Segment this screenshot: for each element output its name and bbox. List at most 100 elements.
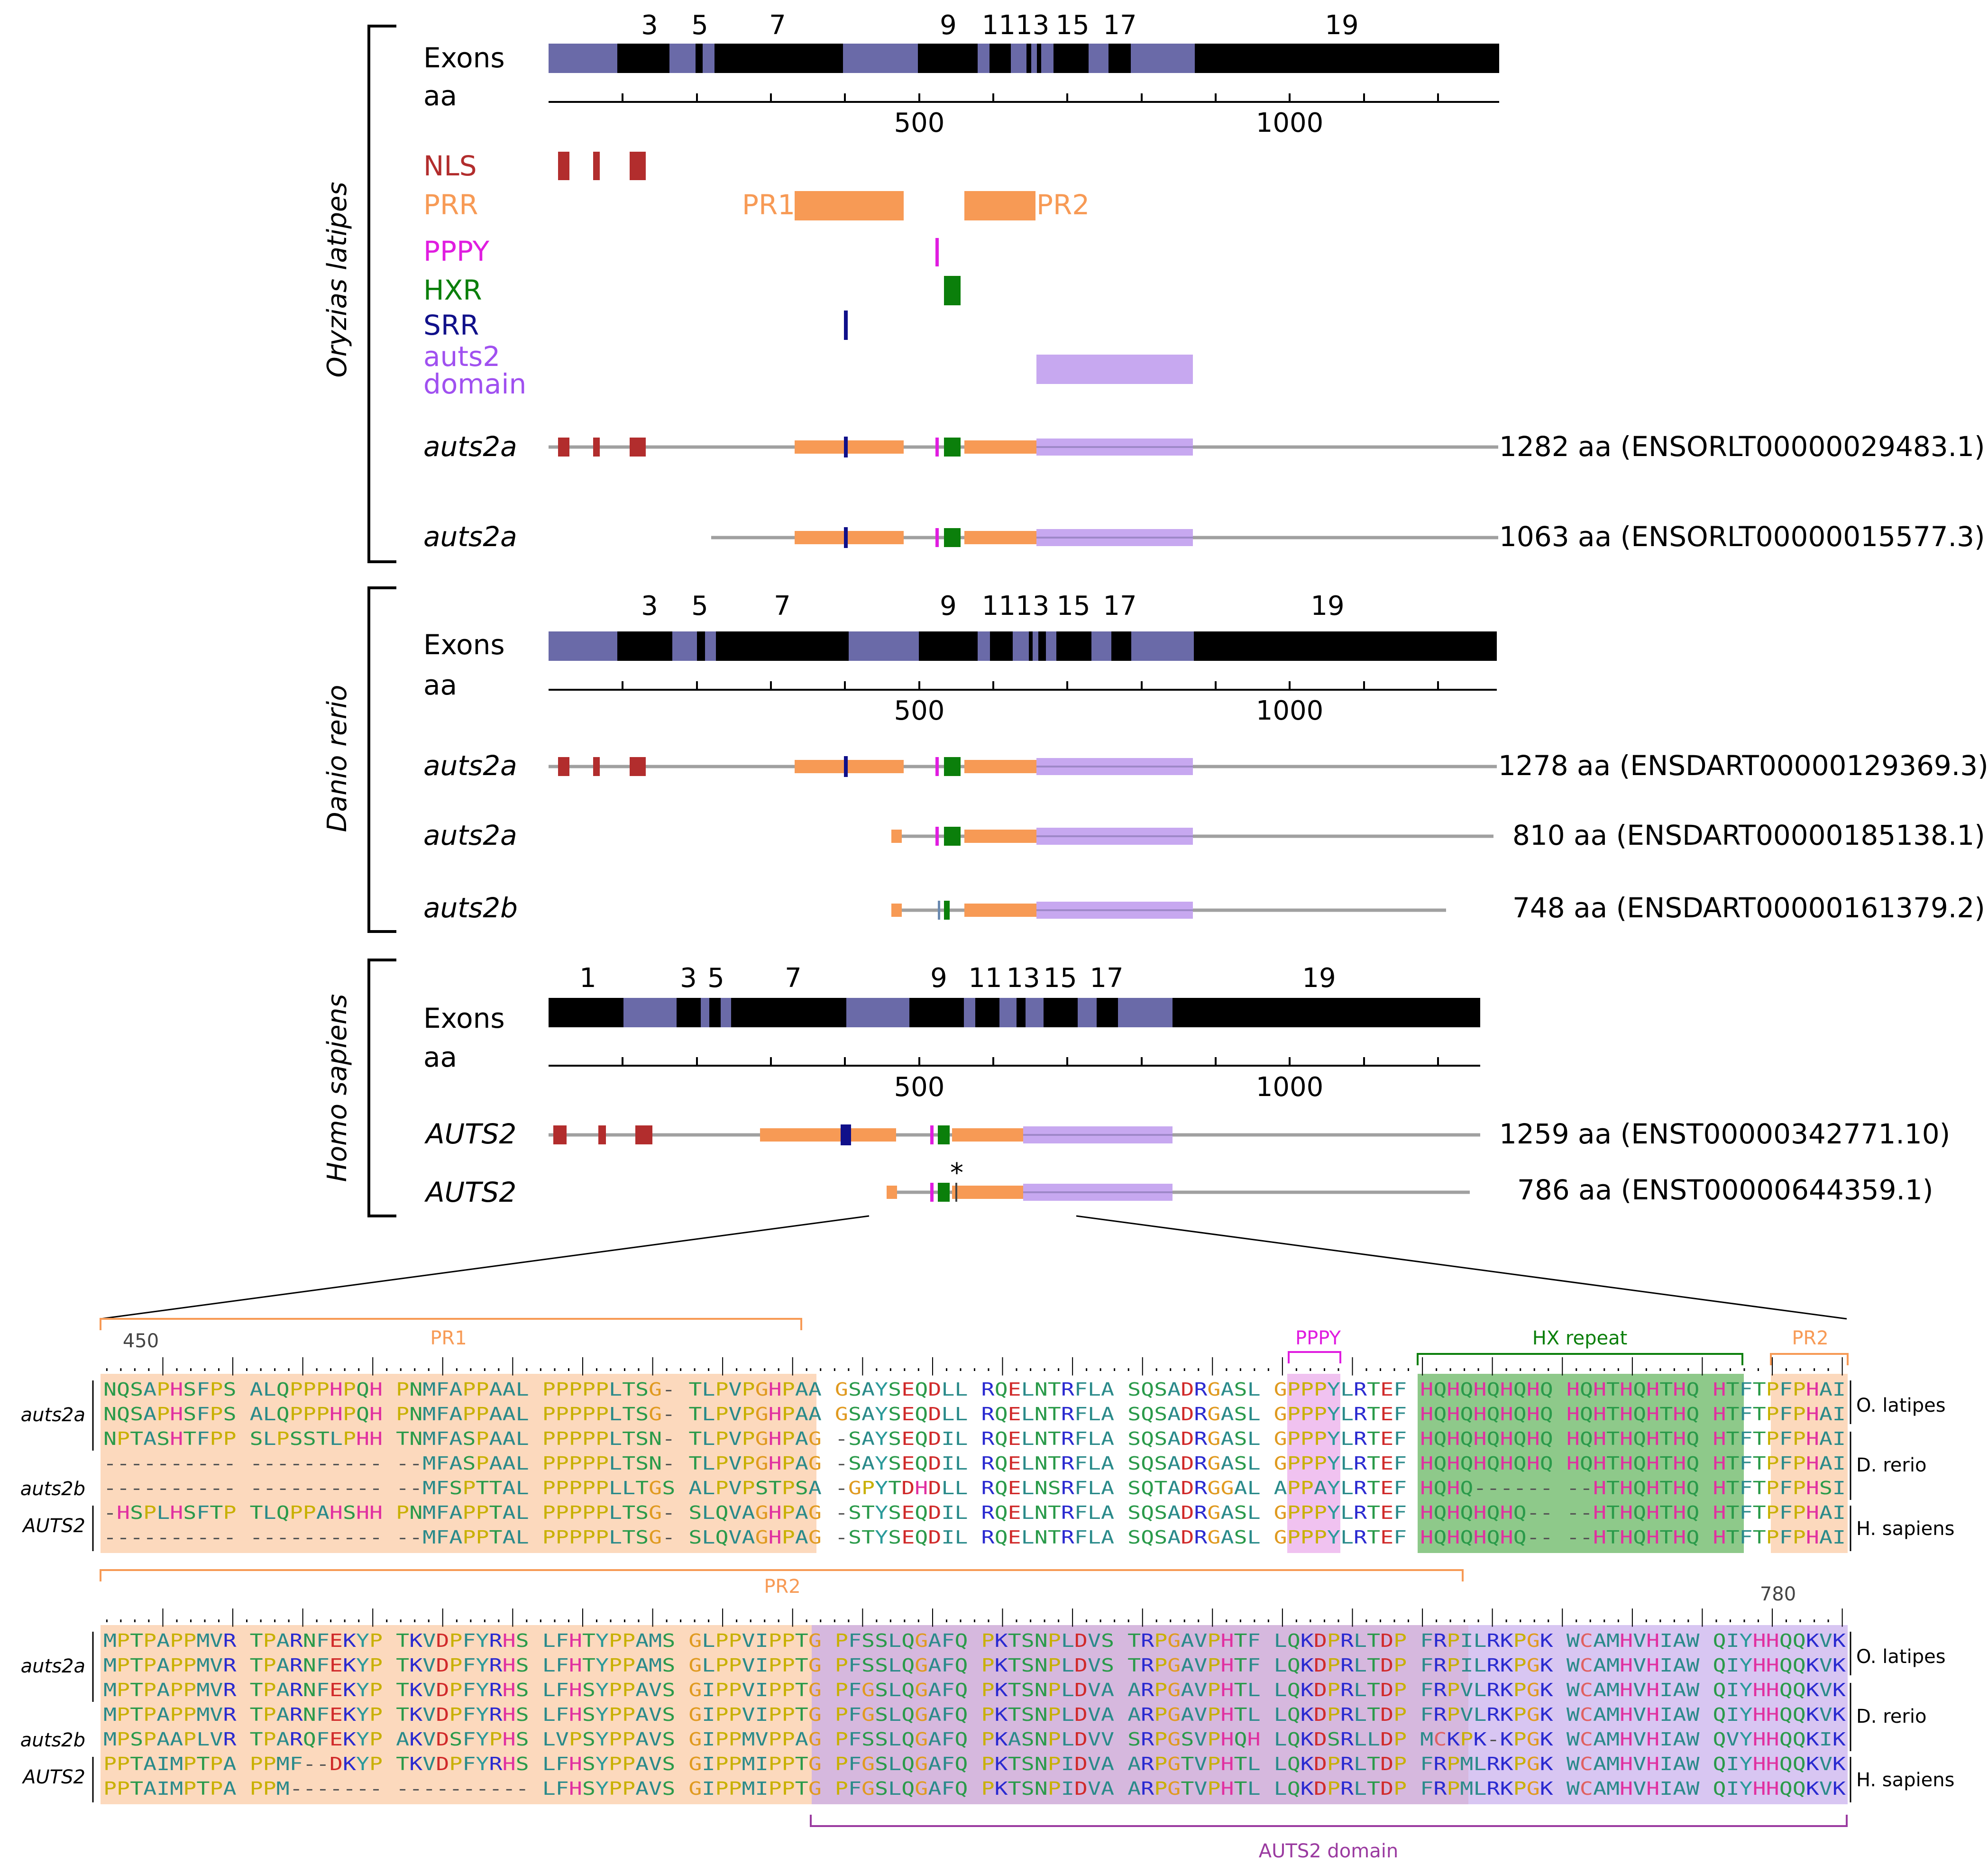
aa-label: aa	[423, 669, 457, 701]
legend-pppy-label: PPPY	[423, 235, 490, 267]
exon-numbers-human: 1 3 5 7 9 11 13 15 17 19	[579, 963, 1336, 994]
auts2-domain-label: AUTS2 domain	[1259, 1840, 1398, 1862]
transcript-info: 786 aa (ENST00000644359.1)	[1517, 1174, 1933, 1206]
exon-number: 9	[930, 963, 947, 994]
exon-number: 17	[1090, 963, 1123, 994]
exon-number: 3	[641, 10, 658, 41]
transcript-info: 1282 aa (ENSORLT00000029483.1)	[1499, 430, 1985, 463]
legend-prr-label: PRR	[423, 189, 478, 221]
legend-domain-label-2: domain	[423, 368, 526, 400]
exon-number: 3	[680, 963, 697, 994]
exon-number: 9	[940, 591, 957, 621]
transcript-info: 1259 aa (ENST00000342771.10)	[1499, 1118, 1950, 1150]
transcript-name: auts2a	[423, 749, 517, 782]
exon-numbers-medaka: 3 5 7 9 1113 15 17 19	[641, 10, 1358, 41]
transcript-name: AUTS2	[424, 1176, 516, 1208]
transcript-info: 1278 aa (ENSDART00000129369.3)	[1498, 749, 1988, 782]
transcript-name: auts2a	[423, 430, 517, 463]
aa-label: aa	[423, 80, 457, 112]
bracket-zebrafish	[367, 586, 396, 933]
exon-number: 17	[1103, 591, 1136, 621]
row-label-auts2a: auts2a	[21, 1404, 85, 1426]
axis-tick-1000: 1000	[1256, 695, 1324, 726]
exon-number: 7	[785, 963, 802, 994]
pr1-shading	[101, 1374, 816, 1553]
row-label-AUTS2: AUTS2	[21, 1515, 85, 1537]
species-short-label: O. latipes	[1856, 1395, 1946, 1416]
exon-number: 7	[774, 591, 791, 621]
species-label-medaka: Oryzias latipes	[322, 182, 353, 377]
domain-bracket	[810, 1815, 1848, 1827]
exons-label: Exons	[423, 629, 505, 661]
legend-pr2-bar	[964, 191, 1035, 220]
transcript-zebrafish-1	[549, 756, 1497, 777]
exons-label: Exons	[423, 1002, 505, 1034]
exon-numbers-zebrafish: 3 5 7 9 1113 15 17 19	[641, 591, 1344, 621]
alignment-block-1: 450 PR1 PPPY HX repeat PR2 . . . . | . .…	[20, 1318, 1954, 1553]
ruler: . . . . | . . . . | . . . . | . . . . | …	[103, 1606, 1846, 1627]
position-start: 450	[123, 1330, 159, 1352]
exon-bar-zebrafish	[549, 631, 1497, 661]
species-short-label: O. latipes	[1856, 1646, 1946, 1668]
species-label-human: Homo sapiens	[322, 994, 353, 1182]
domain-shading-2	[1468, 1625, 1848, 1804]
exon-number: 11	[968, 963, 1002, 994]
species-label-zebrafish: Danio rerio	[322, 685, 353, 832]
transcript-medaka-2	[711, 527, 1498, 548]
exon-number: 5	[691, 591, 708, 621]
zoom-lines	[100, 1215, 1847, 1320]
axis-tick-500: 500	[894, 108, 945, 138]
pr2-shading-2	[101, 1625, 812, 1804]
legend-nls-label: NLS	[423, 150, 477, 182]
transcript-human-2	[887, 1183, 1470, 1202]
species-short-label: H. sapiens	[1856, 1518, 1954, 1540]
aa-axis-zebrafish	[549, 681, 1497, 691]
hx-bracket	[1417, 1353, 1743, 1365]
transcript-medaka-1	[549, 437, 1498, 457]
bracket-medaka	[367, 25, 396, 563]
pr2-label: PR2	[1792, 1327, 1828, 1349]
row-label-auts2b: auts2b	[20, 1478, 85, 1500]
alignment-block-2: PR2 780 AUTS2 domain . . . . | . . . . |…	[20, 1569, 1954, 1862]
exon-number: 5	[691, 10, 708, 41]
pr2-bracket-2	[100, 1569, 1464, 1581]
legend-srr-mark	[844, 311, 848, 340]
axis-tick-500: 500	[894, 1072, 945, 1103]
exon-number: 19	[1325, 10, 1358, 41]
pr2-label-2: PR2	[764, 1576, 800, 1598]
exon-number: 1	[579, 963, 596, 994]
pppy-shading	[1287, 1374, 1340, 1553]
transcript-human-1	[549, 1124, 1480, 1145]
aa-label: aa	[423, 1041, 457, 1073]
exon-number: 19	[1310, 591, 1344, 621]
axis-tick-1000: 1000	[1256, 108, 1324, 138]
domain-shading	[812, 1625, 1468, 1804]
legend-hxr-mark	[944, 276, 961, 305]
ruler: . . . . | . . . . | . . . . | . . . . | …	[103, 1354, 1846, 1376]
transcript-zebrafish-3	[891, 901, 1446, 920]
legend-hxr-label: HXR	[423, 274, 482, 306]
transcript-info: 1063 aa (ENSORLT00000015577.3)	[1499, 521, 1985, 553]
transcript-name: auts2a	[423, 521, 517, 553]
aa-axis-medaka	[549, 93, 1499, 103]
transcript-name: AUTS2	[424, 1118, 516, 1150]
exon-number: 5	[707, 963, 724, 994]
legend-domain-label-1: auts2	[423, 340, 500, 373]
pr1-label: PR1	[430, 1327, 467, 1349]
legend-pr1-bar	[795, 191, 904, 220]
transcript-info: 748 aa (ENSDART00000161379.2)	[1512, 892, 1985, 924]
exon-number: 9	[940, 10, 957, 41]
